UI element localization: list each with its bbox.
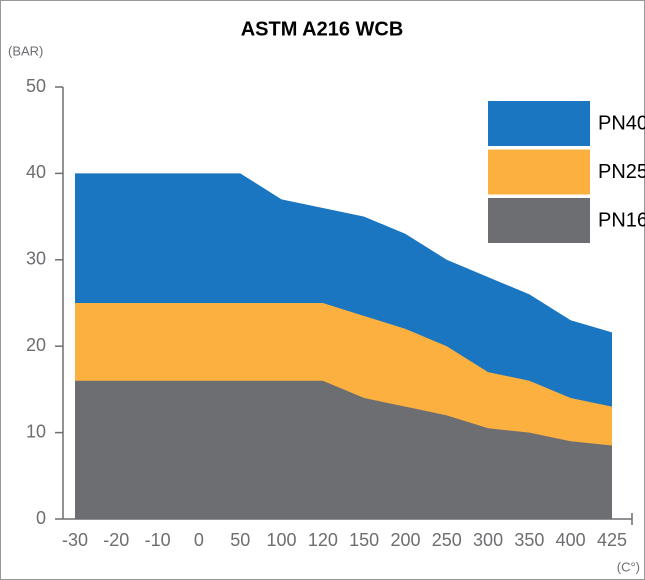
x-tick-label: 120 [308,530,338,550]
y-tick-label: 20 [26,335,46,355]
x-tick-label: 0 [194,530,204,550]
area [75,380,612,519]
legend-swatch [488,101,590,146]
x-tick-label: 400 [556,530,586,550]
x-tick-label: 425 [597,530,627,550]
y-tick-label: 40 [26,162,46,182]
chart-title: ASTM A216 WCB [241,18,404,40]
x-tick-label: 200 [390,530,420,550]
y-tick-label: 30 [26,249,46,269]
x-tick-label: -30 [62,530,88,550]
y-tick-label: 50 [26,76,46,96]
y-tick-label: 0 [36,508,46,528]
x-tick-label: 100 [267,530,297,550]
legend-swatch [488,149,590,195]
y-tick-label: 10 [26,421,46,441]
x-tick-label: -10 [145,530,171,550]
y-axis-label: (BAR) [8,43,43,58]
x-tick-label: 350 [514,530,544,550]
x-axis-label: (C°) [617,559,640,574]
legend-label: PN40 [598,112,645,134]
x-tick-label: 250 [432,530,462,550]
x-tick-label: 300 [473,530,503,550]
x-tick-label: -20 [103,530,129,550]
x-tick-label: 150 [349,530,379,550]
legend-swatch [488,198,590,243]
x-tick-label: 50 [230,530,250,550]
legend-label: PN25 [598,161,645,183]
legend-label: PN16 [598,209,645,231]
